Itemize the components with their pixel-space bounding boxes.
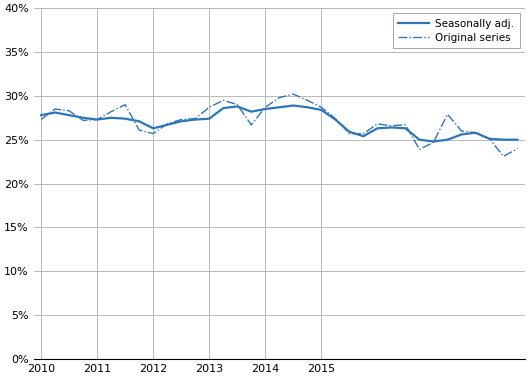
Original series [276, 95, 282, 100]
Original series [220, 98, 226, 102]
Seasonally adj. [486, 136, 492, 141]
Original series [486, 136, 492, 141]
Seasonally adj. [514, 138, 521, 142]
Original series [164, 122, 170, 126]
Original series [66, 108, 72, 113]
Seasonally adj. [262, 107, 268, 111]
Seasonally adj. [346, 130, 352, 134]
Seasonally adj. [52, 110, 58, 115]
Seasonally adj. [430, 139, 436, 144]
Original series [108, 109, 114, 114]
Original series [290, 92, 296, 96]
Original series [122, 102, 129, 107]
Seasonally adj. [94, 117, 101, 122]
Seasonally adj. [318, 108, 324, 112]
Seasonally adj. [206, 116, 213, 121]
Original series [136, 128, 142, 132]
Original series [388, 124, 395, 128]
Original series [304, 98, 311, 102]
Original series [94, 117, 101, 122]
Seasonally adj. [276, 105, 282, 110]
Seasonally adj. [122, 116, 129, 121]
Seasonally adj. [374, 126, 380, 130]
Seasonally adj. [248, 109, 254, 114]
Original series [234, 102, 241, 107]
Line: Original series: Original series [41, 94, 517, 156]
Line: Seasonally adj.: Seasonally adj. [41, 105, 517, 141]
Original series [80, 118, 86, 123]
Seasonally adj. [178, 119, 185, 124]
Original series [472, 130, 479, 135]
Seasonally adj. [444, 138, 451, 142]
Seasonally adj. [80, 116, 86, 120]
Original series [192, 116, 198, 121]
Original series [332, 116, 339, 121]
Seasonally adj. [304, 105, 311, 110]
Seasonally adj. [458, 132, 464, 137]
Original series [318, 105, 324, 110]
Seasonally adj. [290, 103, 296, 108]
Original series [430, 140, 436, 145]
Legend: Seasonally adj., Original series: Seasonally adj., Original series [393, 13, 519, 48]
Seasonally adj. [472, 130, 479, 135]
Original series [248, 122, 254, 127]
Seasonally adj. [220, 106, 226, 110]
Seasonally adj. [360, 134, 367, 138]
Original series [346, 131, 352, 136]
Seasonally adj. [136, 119, 142, 124]
Original series [38, 117, 44, 122]
Original series [52, 107, 58, 111]
Original series [444, 112, 451, 116]
Seasonally adj. [416, 138, 423, 142]
Seasonally adj. [150, 126, 157, 130]
Seasonally adj. [38, 113, 44, 118]
Seasonally adj. [332, 117, 339, 122]
Original series [262, 105, 268, 110]
Seasonally adj. [192, 117, 198, 122]
Seasonally adj. [66, 113, 72, 118]
Original series [514, 146, 521, 151]
Seasonally adj. [234, 104, 241, 108]
Seasonally adj. [108, 116, 114, 120]
Original series [458, 129, 464, 133]
Original series [206, 105, 213, 110]
Seasonally adj. [388, 125, 395, 130]
Original series [402, 122, 408, 127]
Original series [416, 147, 423, 152]
Original series [374, 122, 380, 126]
Original series [150, 131, 157, 136]
Seasonally adj. [402, 126, 408, 130]
Original series [360, 131, 367, 136]
Seasonally adj. [500, 138, 507, 142]
Seasonally adj. [164, 122, 170, 127]
Original series [500, 154, 507, 159]
Original series [178, 117, 185, 122]
